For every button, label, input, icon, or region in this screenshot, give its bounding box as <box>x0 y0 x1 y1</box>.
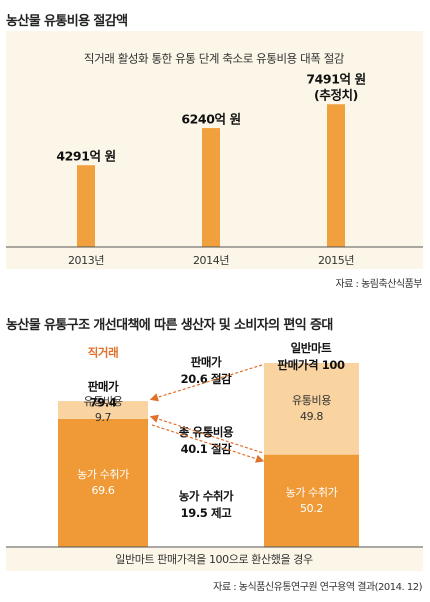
figure2-source: 자료 : 농식품신유통연구원 연구용역 결과(2014. 12) <box>213 582 422 593</box>
segment-1-1 <box>58 418 148 547</box>
header-direct: 직거래 <box>88 346 119 360</box>
data-label-1: 4291억 원 <box>56 149 115 164</box>
price-label-direct: 판매가 79.4 <box>88 380 119 410</box>
data-label-3: 7491억 원 (추정치) <box>306 72 365 103</box>
footnote-band <box>6 547 423 571</box>
x-tick-label-1: 2013년 <box>68 254 104 267</box>
comparison-price: 판매가 20.6 절감 <box>181 355 233 386</box>
header-mart: 일반마트 판매가격 100 <box>277 341 345 372</box>
x-tick-label-3: 2015년 <box>318 254 354 267</box>
bar-2 <box>202 128 220 247</box>
figure2-heading: 농산물 유통구조 개선대책에 따른 생산자 및 소비자의 편익 증대 <box>6 318 333 333</box>
chart1-subtitle: 직거래 활성화 통한 유통 단계 축소로 유통비용 대폭 절감 <box>84 52 345 66</box>
figure1-heading: 농산물 유통비용 절감액 <box>6 14 128 29</box>
segment-2-2 <box>264 363 359 455</box>
bar-1 <box>77 165 95 247</box>
segment-2-1 <box>264 454 359 547</box>
figure1-source: 자료 : 농림축산식품부 <box>335 279 422 290</box>
comparison-cost: 총 유통비용 40.1 절감 <box>179 425 234 456</box>
x-tick-label-2: 2014년 <box>193 254 229 267</box>
bar-3 <box>327 104 345 248</box>
arrow-farm <box>151 424 265 463</box>
data-label-2: 6240억 원 <box>181 112 240 127</box>
segment-label-2-2: 유통비용 49.8 <box>292 394 331 423</box>
segment-label-2-1: 농가 수취가 50.2 <box>286 486 338 515</box>
cost-savings-chart: 직거래 활성화 통한 유통 단계 축소로 유통비용 대폭 절감 4291억 원 20… <box>6 31 423 269</box>
arrow-price <box>149 364 263 402</box>
arrow-cost <box>149 414 263 454</box>
segment-1-2 <box>58 401 148 419</box>
footnote: 일반마트 판매가격을 100으로 환산했을 경우 <box>115 552 313 566</box>
segment-label-1-2: 유통비용 9.7 <box>84 395 123 424</box>
comparison-farm: 농가 수취가 19.5 제고 <box>179 489 234 520</box>
segment-label-1-1: 농가 수취가 69.6 <box>77 468 129 497</box>
